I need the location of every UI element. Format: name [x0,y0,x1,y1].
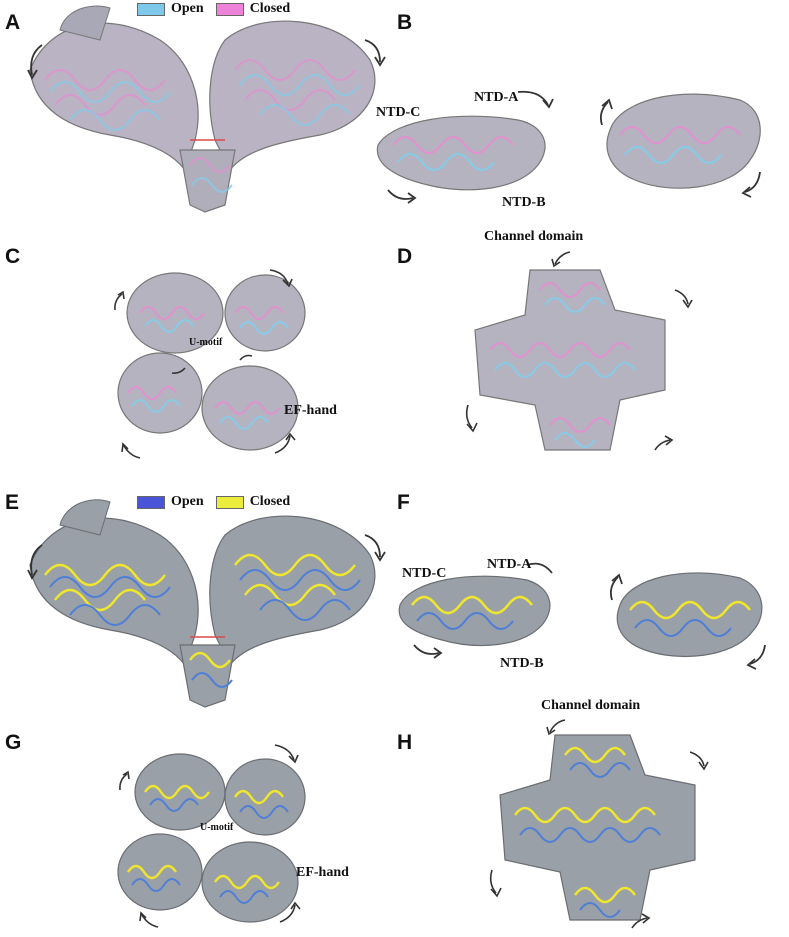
legend-open-swatch [137,2,165,16]
panel-g-structure [117,744,306,928]
panel-b-structure-left [376,90,554,204]
label-ntd-a-bottom: NTD-A [487,557,532,572]
panel-a-structure [27,5,386,213]
panel-h-structure [489,719,709,929]
legend-open-label-bottom: Open [171,494,204,509]
label-channel-domain-bottom: Channel domain [541,698,641,713]
label-ef-hand-top: EF-hand [284,403,337,418]
legend-top: Open Closed [137,1,290,17]
label-channel-domain-top: Channel domain [484,229,584,244]
panel-f-structure-right [609,572,766,670]
panel-letter-d: D [397,245,413,268]
panel-c-structure [114,269,306,459]
label-ntd-b-top: NTD-B [502,195,546,210]
panel-d-structure [465,251,693,451]
label-ntd-c-bottom: NTD-C [402,566,447,581]
legend-bottom: Open Closed [137,494,290,510]
panel-letter-h: H [397,731,413,754]
label-ntd-b-bottom: NTD-B [500,656,544,671]
legend-closed-label: Closed [249,1,291,16]
legend-closed-label-bottom: Closed [249,494,291,509]
legend-closed-swatch [215,2,244,16]
legend-open-label: Open [171,1,204,16]
panel-letter-c: C [5,245,21,268]
panel-e-structure [27,499,386,708]
panel-letter-g: G [5,731,22,754]
label-u-motif-top: U-motif [189,337,223,348]
panel-f-structure-left [398,562,553,659]
label-ef-hand-bottom: EF-hand [296,865,349,880]
label-ntd-a-top: NTD-A [474,90,519,105]
legend-open-swatch-bottom [137,495,165,509]
panel-b-structure-right [599,93,761,198]
label-ntd-c-top: NTD-C [376,105,421,120]
legend-closed-swatch-bottom [215,495,244,509]
panel-letter-f: F [397,491,410,514]
panel-letter-b: B [397,11,413,34]
panel-letter-a: A [5,11,21,34]
label-u-motif-bottom: U-motif [200,822,234,833]
panel-letter-e: E [5,491,20,514]
